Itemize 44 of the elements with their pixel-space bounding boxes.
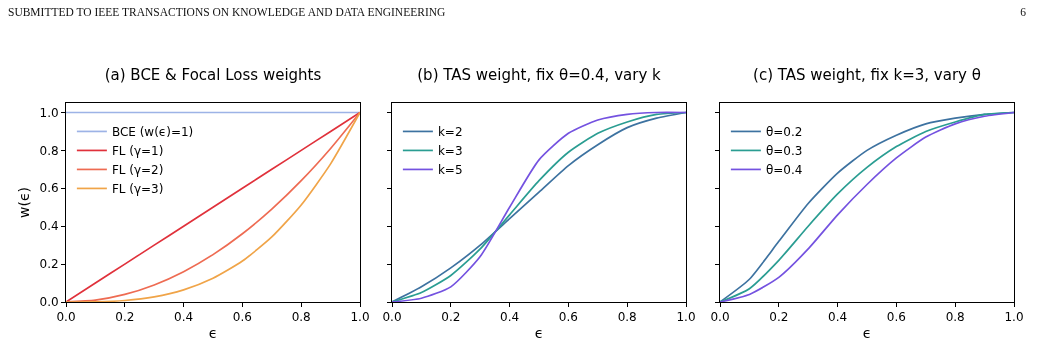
- y-tick-label: 0.0: [39, 295, 59, 310]
- x-tick-label: 0.2: [115, 310, 135, 325]
- x-tick-label: 0.8: [291, 310, 311, 325]
- legend-label: FL (γ=1): [111, 144, 164, 159]
- text: SUBMITTED TO IEEE TRANSACTIONS ON KNOWLEDGE AND DATA ENGINEERING: [8, 6, 446, 18]
- x-tick-label: 0.8: [617, 310, 637, 325]
- chart-title: (b) TAS weight, fix θ=0.4, vary k: [417, 66, 662, 84]
- legend-label: k=2: [437, 125, 463, 140]
- x-tick-label: 0.2: [441, 310, 461, 325]
- x-tick-label: 0.6: [886, 310, 906, 325]
- x-tick-label: 0.8: [945, 310, 965, 325]
- line-series: [66, 111, 360, 302]
- legend-label: θ=0.3: [765, 144, 803, 159]
- x-tick-label: 0.0: [382, 310, 402, 325]
- y-axis-title: w(ϵ): [16, 187, 33, 218]
- x-tick-label: 0.6: [232, 310, 252, 325]
- chart-title: (c) TAS weight, fix k=3, vary θ: [753, 66, 981, 84]
- y-tick-label: 0.6: [39, 181, 59, 196]
- x-tick-label: 1.0: [676, 310, 696, 325]
- y-tick-label: 0.8: [39, 143, 59, 158]
- x-tick-label: 0.0: [710, 310, 730, 325]
- legend-label: θ=0.2: [765, 125, 803, 140]
- x-tick-label: 0.4: [500, 310, 520, 325]
- x-tick-label: 0.6: [558, 310, 578, 325]
- y-tick-label: 1.0: [39, 105, 59, 120]
- legend-label: k=5: [437, 163, 463, 178]
- legend-label: BCE (w(ϵ)=1): [111, 125, 194, 140]
- y-tick-label: 0.4: [39, 219, 59, 234]
- legend-label: FL (γ=3): [111, 182, 164, 197]
- x-axis-title: ϵ: [862, 324, 872, 341]
- x-tick-label: 1.0: [1004, 310, 1024, 325]
- text: 6: [1020, 6, 1026, 18]
- x-axis-title: ϵ: [534, 324, 544, 341]
- x-tick-label: 0.4: [828, 310, 848, 325]
- legend-label: FL (γ=2): [111, 163, 164, 178]
- x-axis-title: ϵ: [208, 324, 218, 341]
- x-tick-label: 1.0: [350, 310, 370, 325]
- chart-title: (a) BCE & Focal Loss weights: [104, 66, 322, 84]
- x-tick-label: 0.4: [174, 310, 194, 325]
- legend-label: k=3: [437, 144, 463, 159]
- legend-label: θ=0.4: [765, 163, 803, 178]
- x-tick-label: 0.0: [56, 310, 76, 325]
- x-tick-label: 0.2: [769, 310, 789, 325]
- y-tick-label: 0.2: [39, 257, 59, 272]
